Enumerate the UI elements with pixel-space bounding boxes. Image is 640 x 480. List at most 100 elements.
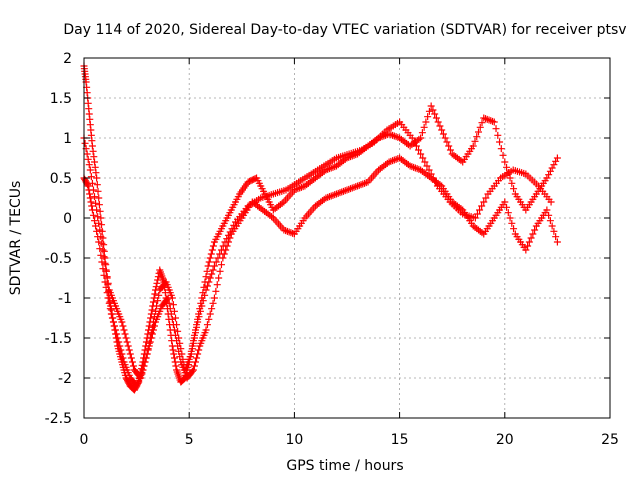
data-point [217,246,225,254]
data-point [216,250,224,258]
data-point [206,274,214,282]
data-point [553,154,561,162]
data-point [93,206,101,214]
data-point [95,219,103,227]
data-point [214,254,222,262]
data-point [471,137,479,145]
data-point [153,279,161,287]
data-point [432,114,440,122]
data-point [429,174,437,182]
data-point [206,254,214,262]
data-point [98,239,106,247]
data-point [147,314,155,322]
data-point [438,126,446,134]
data-point [424,113,432,121]
data-point [179,355,187,363]
data-point [550,161,558,169]
data-point [223,235,231,243]
data-point [152,283,160,291]
data-point [89,147,97,155]
data-point [150,294,158,302]
data-point [210,262,218,270]
y-tick-label: 1.5 [50,91,72,107]
data-point [84,155,92,163]
data-point [522,246,530,254]
data-point [97,233,105,241]
x-tick-label: 20 [496,432,514,448]
y-tick-label: -0.5 [45,251,72,267]
data-point [480,198,488,206]
data-point [94,187,102,195]
data-point [97,214,105,222]
y-axis-label: SDTVAR / TECUs [8,181,24,296]
ticks: 0 5 10 15 20 25 -2.5 -2 -1.5 -1 -0.5 0 0.5 1 1.5 2 [45,51,619,448]
data-point [418,129,426,137]
data-point [114,334,122,342]
data-point [180,375,188,383]
data-point [121,330,129,338]
data-point [188,345,196,353]
y-tick-label: -2.5 [45,411,72,427]
data-point [423,162,431,170]
data-point [173,321,181,329]
data-point [506,174,514,182]
data-point [524,242,532,250]
data-point [425,166,433,174]
y-tick-label: -1 [58,291,72,307]
data-point [117,346,125,354]
data-point [476,123,484,131]
data-point [141,358,149,366]
data-point [93,227,101,235]
data-point [212,287,220,295]
data-point [546,217,554,225]
data-point [112,326,120,334]
data-point [119,354,127,362]
data-point [205,315,213,323]
data-point [86,194,94,202]
data-point [469,142,477,150]
data-point [85,161,93,169]
data-point [446,146,454,154]
data-point [128,358,136,366]
data-point [92,199,100,207]
data-point [196,307,204,315]
data-point [115,338,123,346]
data-point [138,370,146,378]
data-point [129,362,137,370]
data-point [124,342,132,350]
data-point [209,299,217,307]
data-point [169,346,177,354]
data-point [205,258,213,266]
data-point [545,211,553,219]
data-point [87,198,95,206]
data-point [151,290,159,298]
data-point [203,282,211,290]
series-track-c [80,118,555,382]
data-point [144,345,152,353]
data-point [527,234,535,242]
data-point [546,167,554,175]
data-point [213,281,221,289]
data-point [503,163,511,171]
data-point [170,326,178,334]
data-point [100,253,108,261]
data-point [83,150,91,158]
data-point [201,291,209,299]
data-point [142,354,150,362]
data-point [96,245,104,253]
data-point [195,313,203,321]
data-point [215,274,223,282]
data-point [88,202,96,210]
data-point [90,153,98,161]
data-point [445,142,453,150]
data-point [195,346,203,354]
data-point [89,186,97,194]
data-point [102,266,110,274]
data-point [490,118,498,126]
x-tick-label: 5 [185,432,194,448]
data-point [163,295,171,303]
y-tick-label: 0.5 [50,171,72,187]
data-point [106,298,114,306]
data-point [212,258,220,266]
